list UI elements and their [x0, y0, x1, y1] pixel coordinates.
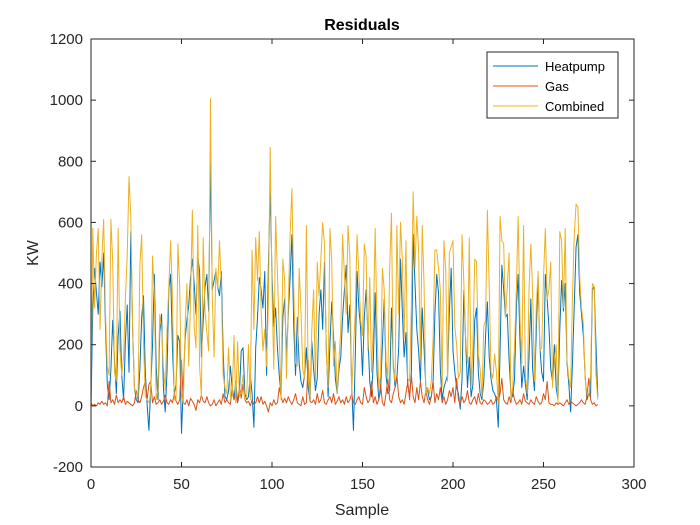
x-tick-label: 250 [531, 476, 556, 493]
y-tick-label: 1200 [50, 31, 83, 48]
y-tick-label: 200 [58, 337, 83, 354]
y-tick-label: 0 [75, 398, 83, 415]
series-line-heatpump [90, 157, 599, 434]
legend-box [486, 51, 619, 119]
y-tick-label: 800 [58, 153, 83, 170]
legend: Heatpump Gas Combined [486, 51, 619, 119]
x-tick-label: 300 [621, 476, 646, 493]
y-tick-label: 400 [58, 276, 83, 293]
chart-title: Residuals [324, 17, 400, 34]
x-axis-ticks: 0 50 100 150 200 250 300 [87, 39, 647, 493]
x-tick-label: 0 [87, 476, 95, 493]
series-layer [90, 98, 599, 434]
y-tick-label: -200 [53, 459, 83, 476]
series-line-gas [90, 359, 599, 413]
legend-items: Heatpump Gas Combined [493, 59, 605, 114]
x-tick-label: 50 [173, 476, 190, 493]
y-axis-label: KW [25, 239, 42, 266]
y-tick-label: 1000 [50, 92, 83, 109]
y-axis-ticks: -200 0 200 400 600 800 1000 1200 [50, 31, 634, 476]
plot-frame [90, 38, 635, 468]
legend-label-gas: Gas [545, 79, 569, 94]
x-tick-label: 150 [350, 476, 375, 493]
x-tick-label: 100 [259, 476, 284, 493]
legend-label-combined: Combined [545, 99, 604, 114]
x-tick-label: 200 [440, 476, 465, 493]
legend-label-heatpump: Heatpump [545, 59, 605, 74]
x-axis-label: Sample [335, 502, 389, 519]
y-tick-label: 600 [58, 214, 83, 231]
series-line-combined [90, 98, 599, 404]
